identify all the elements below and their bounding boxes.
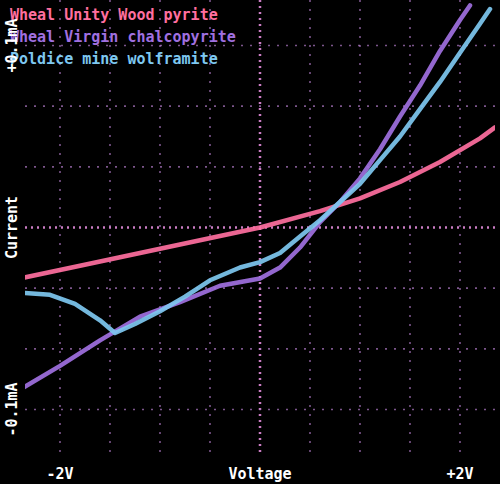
- x-axis: -2V +2V Voltage: [46, 465, 473, 483]
- legend-entry: Wheal Unity Wood pyrite: [10, 6, 218, 24]
- graticule: [159, 0, 161, 455]
- tick-label: +0.1mA: [3, 18, 21, 72]
- grid-line: [459, 0, 461, 455]
- axis-label: Voltage: [228, 465, 291, 483]
- graticule: [209, 0, 211, 455]
- legend-entry: Poldice mine wolframite: [10, 50, 218, 68]
- trace: [25, 127, 495, 278]
- background: [0, 0, 500, 484]
- axis-label: Current: [3, 196, 21, 259]
- graticule: [359, 0, 361, 455]
- grid-line: [25, 409, 495, 411]
- legend: Wheal Unity Wood pyrite Wheal Virgin chal…: [10, 6, 236, 68]
- chart: Wheal Unity Wood pyrite Wheal Virgin chal…: [0, 0, 500, 484]
- y-axis: -0.1mA +0.1mA Current: [3, 18, 21, 436]
- tick-label: -2V: [46, 465, 73, 483]
- graticule: [25, 287, 495, 289]
- tick-label: +2V: [446, 465, 473, 483]
- tick-label: -0.1mA: [3, 382, 21, 436]
- graticule: [25, 348, 495, 350]
- legend-entry: Wheal Virgin chalcopyrite: [10, 28, 236, 46]
- grid-line: [59, 0, 61, 455]
